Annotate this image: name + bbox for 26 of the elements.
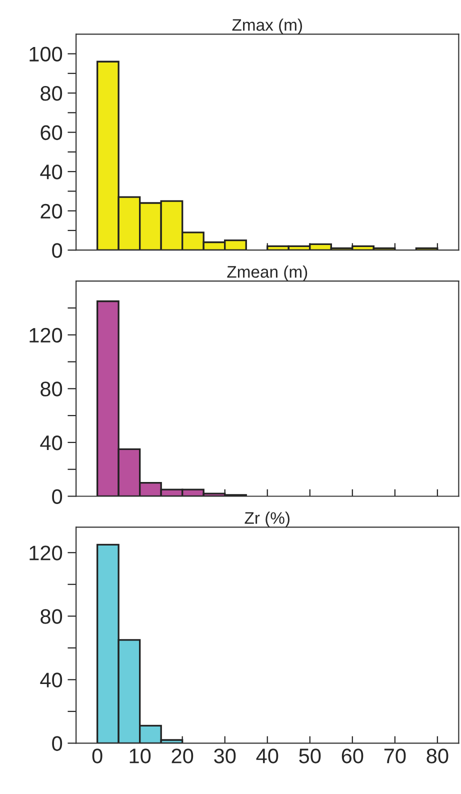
x-tick-label: 50 xyxy=(299,748,321,764)
y-tick-label: 40 xyxy=(40,672,62,688)
x-tick-label: 10 xyxy=(130,748,151,764)
y-tick-label: 80 xyxy=(40,86,62,101)
y-tick-label: 120 xyxy=(30,328,62,343)
chart-title: Zmean (m) xyxy=(227,266,308,282)
y-tick-label: 40 xyxy=(40,164,62,180)
chart-title: Zmax (m) xyxy=(232,18,302,34)
y-tick-label: 0 xyxy=(52,489,62,504)
y-tick-label: 0 xyxy=(52,736,62,751)
x-tick-label: 20 xyxy=(172,748,194,764)
y-tick-label: 80 xyxy=(40,382,62,396)
y-tick-label: 0 xyxy=(52,243,62,258)
y-tick-label: 120 xyxy=(30,546,62,560)
chart-title: Zr (%) xyxy=(244,512,290,528)
x-tick-label: 40 xyxy=(256,748,278,764)
y-tick-label: 80 xyxy=(40,609,62,624)
x-tick-label: 0 xyxy=(92,748,102,764)
x-tick-label: 30 xyxy=(214,748,236,764)
y-tick-label: 60 xyxy=(40,125,62,140)
y-tick-label: 20 xyxy=(40,204,62,219)
y-tick-label: 100 xyxy=(30,46,62,62)
x-tick-label: 70 xyxy=(384,748,406,764)
y-tick-label: 40 xyxy=(40,435,62,450)
x-tick-label: 60 xyxy=(342,748,364,764)
x-tick-label: 80 xyxy=(426,748,448,764)
